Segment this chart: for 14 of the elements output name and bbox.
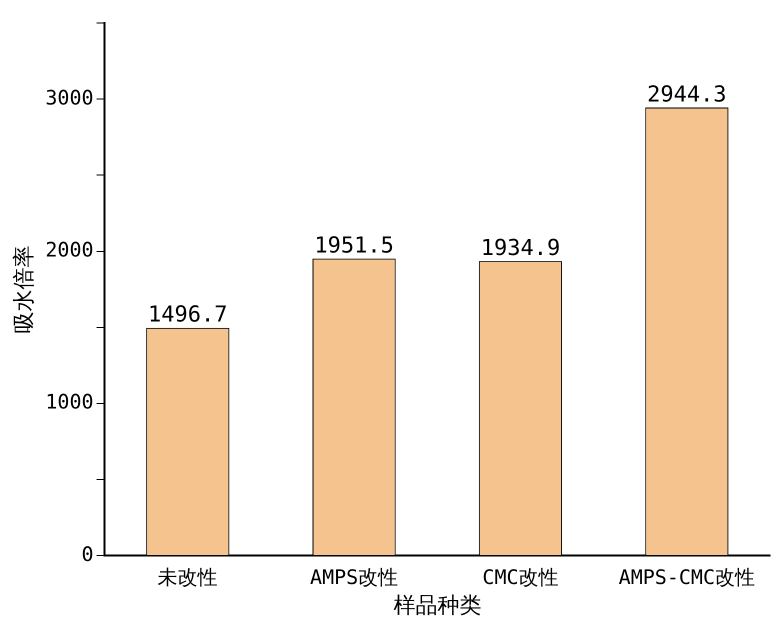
y-tick-label: 0 <box>82 542 94 566</box>
x-tick-label: CMC改性 <box>482 564 559 589</box>
x-tick-label: 未改性 <box>158 564 218 589</box>
data-label: 1951.5 <box>314 233 394 258</box>
y-axis-title: 吸水倍率 <box>12 245 37 334</box>
y-tick-label: 3000 <box>45 85 94 110</box>
y-tick-label: 2000 <box>45 237 94 262</box>
data-label: 2944.3 <box>647 82 727 108</box>
x-axis-title: 样品种类 <box>393 594 482 619</box>
y-tick-label: 1000 <box>45 390 94 414</box>
x-tick-label: AMPS改性 <box>310 564 398 589</box>
data-label: 1496.7 <box>148 302 228 328</box>
x-tick-label: AMPS-CMC改性 <box>618 564 755 589</box>
data-label: 1934.9 <box>480 236 560 261</box>
